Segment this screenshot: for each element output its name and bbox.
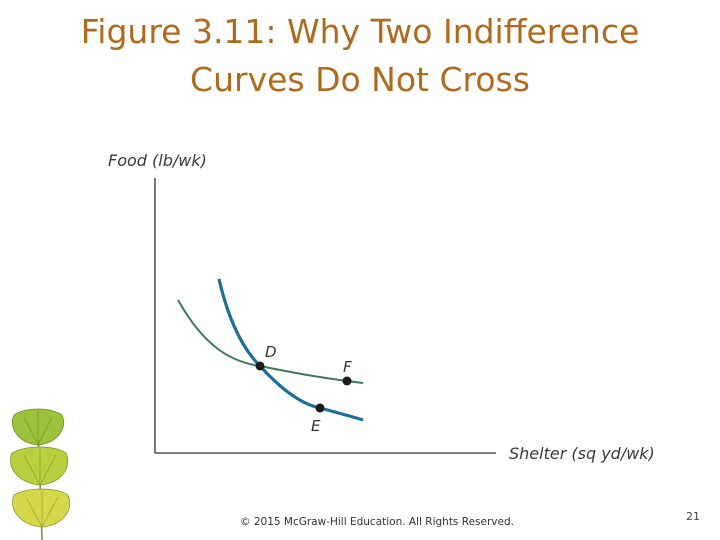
copyright-footer: © 2015 McGraw-Hill Education. All Rights… (240, 516, 514, 528)
title-line-1: Figure 3.11: Why Two Indifference (80, 12, 640, 51)
slide-number: 21 (686, 510, 700, 523)
ginkgo-leaves-decoration (10, 408, 70, 540)
label-f: F (343, 358, 352, 376)
point-d (255, 361, 265, 371)
title-line-2: Curves Do Not Cross (190, 60, 530, 99)
label-d: D (265, 343, 277, 361)
slide-title: Figure 3.11: Why Two Indifference Curves… (0, 8, 720, 104)
ginkgo-leaf-bottom (12, 488, 70, 528)
label-e: E (311, 417, 321, 435)
y-axis-label: Food (lb/wk) (108, 151, 207, 170)
point-e (315, 403, 325, 413)
x-axis-label: Shelter (sq yd/wk) (509, 444, 655, 463)
flat-indifference-curve (177, 299, 364, 384)
ginkgo-leaf-middle (10, 446, 68, 486)
point-f (342, 376, 352, 386)
steep-indifference-curve (217, 278, 364, 422)
ginkgo-leaf-top (12, 408, 64, 446)
